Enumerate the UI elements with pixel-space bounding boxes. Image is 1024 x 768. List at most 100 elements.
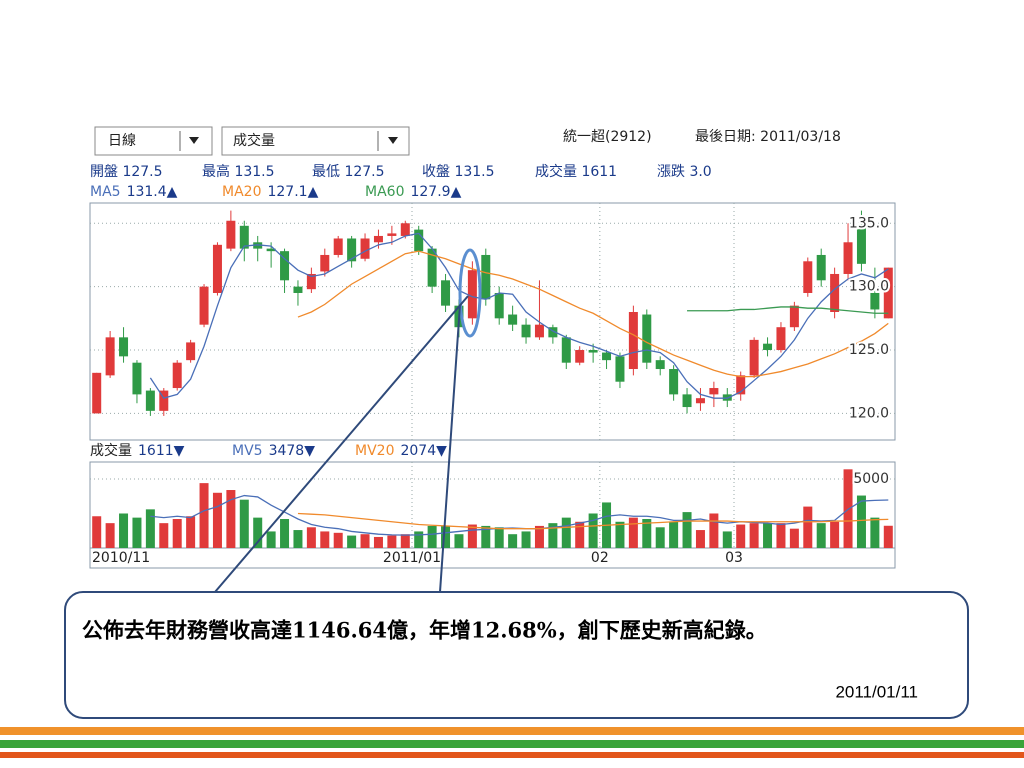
volume-bar [548, 523, 558, 548]
candle-body [763, 343, 773, 351]
candle-body [628, 311, 638, 370]
date-axis [89, 547, 896, 569]
price-panel [89, 202, 896, 441]
volume-bar [199, 483, 209, 548]
volume-bar [119, 513, 129, 548]
volume-bar [695, 530, 705, 548]
candle-body [615, 356, 625, 382]
volume-bar [212, 492, 222, 548]
candle-body [441, 280, 451, 306]
legend-name: MV5 [232, 443, 263, 459]
candle-body [105, 337, 115, 376]
legend-value: 3478▼ [269, 443, 316, 459]
callout-pointer [214, 295, 469, 593]
candle-body [575, 350, 585, 363]
volume-bar [266, 531, 276, 548]
volume-bar [427, 525, 437, 548]
volume-bar [615, 521, 625, 548]
volume-bar [575, 521, 585, 548]
legend-value: 127.1▲ [267, 184, 318, 200]
volume-bar [253, 517, 263, 548]
volume-bar [682, 512, 692, 548]
volume-bar [306, 527, 316, 548]
candle-body [749, 339, 759, 376]
volume-bar [494, 527, 504, 548]
y-tick-label: 120.0 [849, 405, 889, 421]
volume-bar [736, 524, 746, 548]
candle-body [602, 352, 612, 361]
candle-body [333, 238, 343, 255]
volume-bar [722, 531, 732, 548]
candle-body [467, 270, 477, 319]
volume-bar [105, 523, 115, 548]
volume-bar [320, 531, 330, 548]
candle-body [695, 398, 705, 404]
volume-bar [293, 530, 303, 548]
legend-value: 127.9▲ [410, 184, 461, 200]
candle-body [280, 251, 290, 281]
candle-body [360, 238, 370, 259]
candle-body [548, 327, 558, 338]
legend-entry: MV20 2074▼ [355, 443, 447, 459]
candle-body [347, 238, 357, 262]
candle-body [803, 261, 813, 293]
volume-panel [89, 461, 896, 549]
candle-body [266, 248, 276, 252]
candle-body [92, 372, 102, 414]
candle-body [145, 390, 155, 411]
candle-body [186, 342, 196, 361]
candle-body [427, 248, 437, 287]
quote-line: 開盤 127.5 最高 131.5 最低 127.5 收盤 131.5 成交量 1611… [90, 163, 712, 180]
candle-body [655, 360, 665, 370]
volume-bar [360, 534, 370, 548]
dropdown-arrow [189, 137, 199, 144]
volume-bar [454, 534, 464, 548]
volume-bar [709, 513, 719, 548]
average-line [687, 306, 889, 314]
candle-body [172, 362, 182, 389]
volume-bar [642, 519, 652, 548]
candle-body [239, 225, 249, 249]
candle-body [776, 327, 786, 351]
candle-body [159, 390, 169, 411]
candle-body [789, 305, 799, 328]
candle-body [481, 254, 491, 300]
indicator-label: 成交量 [233, 132, 275, 149]
x-tick-label: 03 [725, 550, 743, 566]
candle-body [132, 362, 142, 395]
legend-name: MA60 [365, 184, 404, 200]
legend-entry: 成交量 1611▼ [90, 442, 185, 459]
legend-name: MV20 [355, 443, 394, 459]
candle-body [534, 324, 544, 338]
volume-bar [132, 517, 142, 548]
legend-value: 131.4▲ [127, 184, 178, 200]
x-tick-label: 2010/11 [92, 550, 150, 566]
candle-body [736, 375, 746, 395]
period-label: 日線 [108, 133, 136, 149]
candle-body [669, 369, 679, 395]
candle-body [212, 244, 222, 293]
legend-value: 1611▼ [138, 443, 185, 459]
candle-body [883, 267, 893, 319]
volume-bar [534, 525, 544, 548]
volume-bar [521, 531, 531, 548]
volume-bar [481, 525, 491, 548]
volume-bar [816, 523, 826, 548]
stripe [0, 752, 1024, 758]
candle-body [709, 388, 719, 395]
volume-bar [145, 509, 155, 548]
average-line [297, 250, 889, 378]
volume-bar [830, 521, 840, 548]
candle-body [682, 394, 692, 408]
volume-bar [655, 527, 665, 548]
volume-bar [508, 534, 518, 548]
highlight-circle [458, 248, 482, 338]
candle-body [414, 229, 424, 252]
legend-name: MA5 [90, 184, 121, 200]
y-tick-label: 125.0 [849, 342, 889, 358]
volume-bar [776, 523, 786, 548]
candle-body [199, 286, 209, 325]
candle-body [642, 314, 652, 363]
